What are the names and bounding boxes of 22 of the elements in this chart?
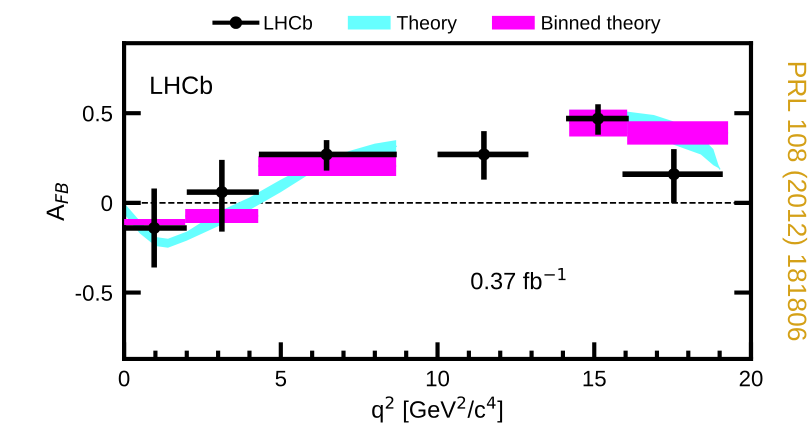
point — [478, 148, 490, 161]
legend-label: Theory — [396, 15, 457, 34]
x-tick-label: 10 — [426, 370, 450, 386]
y-tick-label: 0.5 — [82, 106, 112, 122]
x-axis-title: q$^{2}$ [GeV$^{2}$/c$^{4}$] — [372, 396, 502, 423]
x-tick-label: 15 — [584, 370, 606, 386]
y-axis-title: A$_{FB}$ — [46, 183, 68, 221]
y-tick-label: 0 — [101, 195, 112, 212]
y-tick-label: -0.5 — [76, 285, 112, 301]
text: PRL 108 (2012) 181806 — [782, 62, 808, 340]
annotation: 0.37 fb$^{−1}$ — [471, 268, 566, 290]
point — [592, 112, 604, 125]
point — [320, 148, 333, 161]
x-tick-label: 5 — [276, 370, 286, 386]
legend-label: Binned theory — [542, 15, 661, 34]
x-tick-label: 0 — [118, 370, 130, 386]
point — [216, 186, 228, 198]
annotation: LHCb — [151, 76, 212, 94]
x-tick-label: 20 — [740, 370, 762, 386]
legend-label: LHCb — [264, 15, 312, 30]
point — [148, 222, 160, 234]
point — [668, 168, 680, 180]
